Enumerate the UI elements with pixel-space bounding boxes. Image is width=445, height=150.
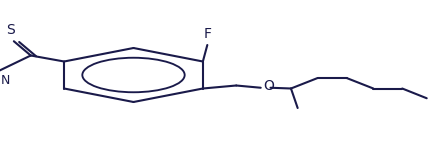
Text: F: F (203, 27, 211, 41)
Text: H$_2$N: H$_2$N (0, 74, 10, 89)
Text: O: O (263, 79, 274, 93)
Text: S: S (6, 23, 15, 37)
